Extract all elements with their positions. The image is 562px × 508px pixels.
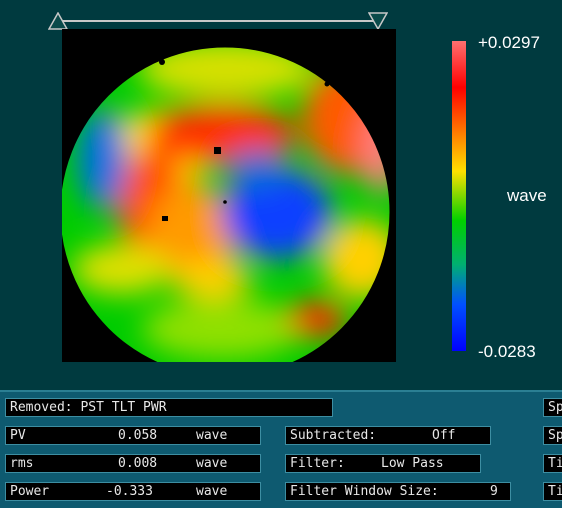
- power-field: Power -0.333 wave: [5, 482, 261, 501]
- profile-slice-line[interactable]: [58, 20, 376, 22]
- rms-value: 0.008: [118, 456, 158, 471]
- surface-map-disc: [62, 47, 390, 362]
- slice-start-handle-icon[interactable]: [48, 12, 68, 30]
- filter-window-value: 9: [490, 484, 498, 499]
- clipped-field-3: Ti: [543, 454, 562, 473]
- color-scale-bar: [452, 41, 466, 351]
- clipped-field-1: Sp: [543, 398, 562, 417]
- pv-unit: wave: [196, 428, 228, 443]
- color-scale-max-label: +0.0297: [478, 33, 540, 52]
- pv-field: PV 0.058 wave: [5, 426, 261, 445]
- clipped-field-1-text: Sp: [548, 400, 562, 415]
- clipped-field-4: Ti: [543, 482, 562, 501]
- filter-label: Filter:: [290, 456, 345, 471]
- filter-value: Low Pass: [381, 456, 444, 471]
- power-label: Power: [10, 484, 50, 499]
- results-panel: Removed: PST TLT PWR PV 0.058 wave rms 0…: [0, 390, 562, 508]
- pv-value: 0.058: [118, 428, 158, 443]
- subtracted-field: Subtracted: Off: [285, 426, 491, 445]
- rms-unit: wave: [196, 456, 228, 471]
- rms-label: rms: [10, 456, 34, 471]
- removed-terms-field: Removed: PST TLT PWR: [5, 398, 333, 417]
- removed-terms-text: Removed: PST TLT PWR: [10, 400, 167, 415]
- rms-field: rms 0.008 wave: [5, 454, 261, 473]
- filter-field: Filter: Low Pass: [285, 454, 481, 473]
- surface-map-viewer: +0.0297 wave -0.0283: [48, 12, 547, 362]
- clipped-field-2: Sp: [543, 426, 562, 445]
- filter-window-field: Filter Window Size: 9: [285, 482, 511, 501]
- surface-map-frame: [62, 29, 396, 362]
- power-value: -0.333: [106, 484, 153, 499]
- clipped-field-2-text: Sp: [548, 428, 562, 443]
- clipped-field-4-text: Ti: [548, 484, 562, 499]
- power-unit: wave: [196, 484, 228, 499]
- subtracted-label: Subtracted:: [290, 428, 377, 443]
- clipped-field-3-text: Ti: [548, 456, 562, 471]
- slice-end-handle-icon[interactable]: [368, 12, 388, 30]
- color-scale-unit-label: wave: [507, 186, 547, 205]
- color-scale-min-label: -0.0283: [478, 342, 536, 361]
- subtracted-value: Off: [432, 428, 456, 443]
- pv-label: PV: [10, 428, 26, 443]
- filter-window-label: Filter Window Size:: [290, 484, 439, 499]
- wavefront-surface-map[interactable]: [62, 29, 396, 362]
